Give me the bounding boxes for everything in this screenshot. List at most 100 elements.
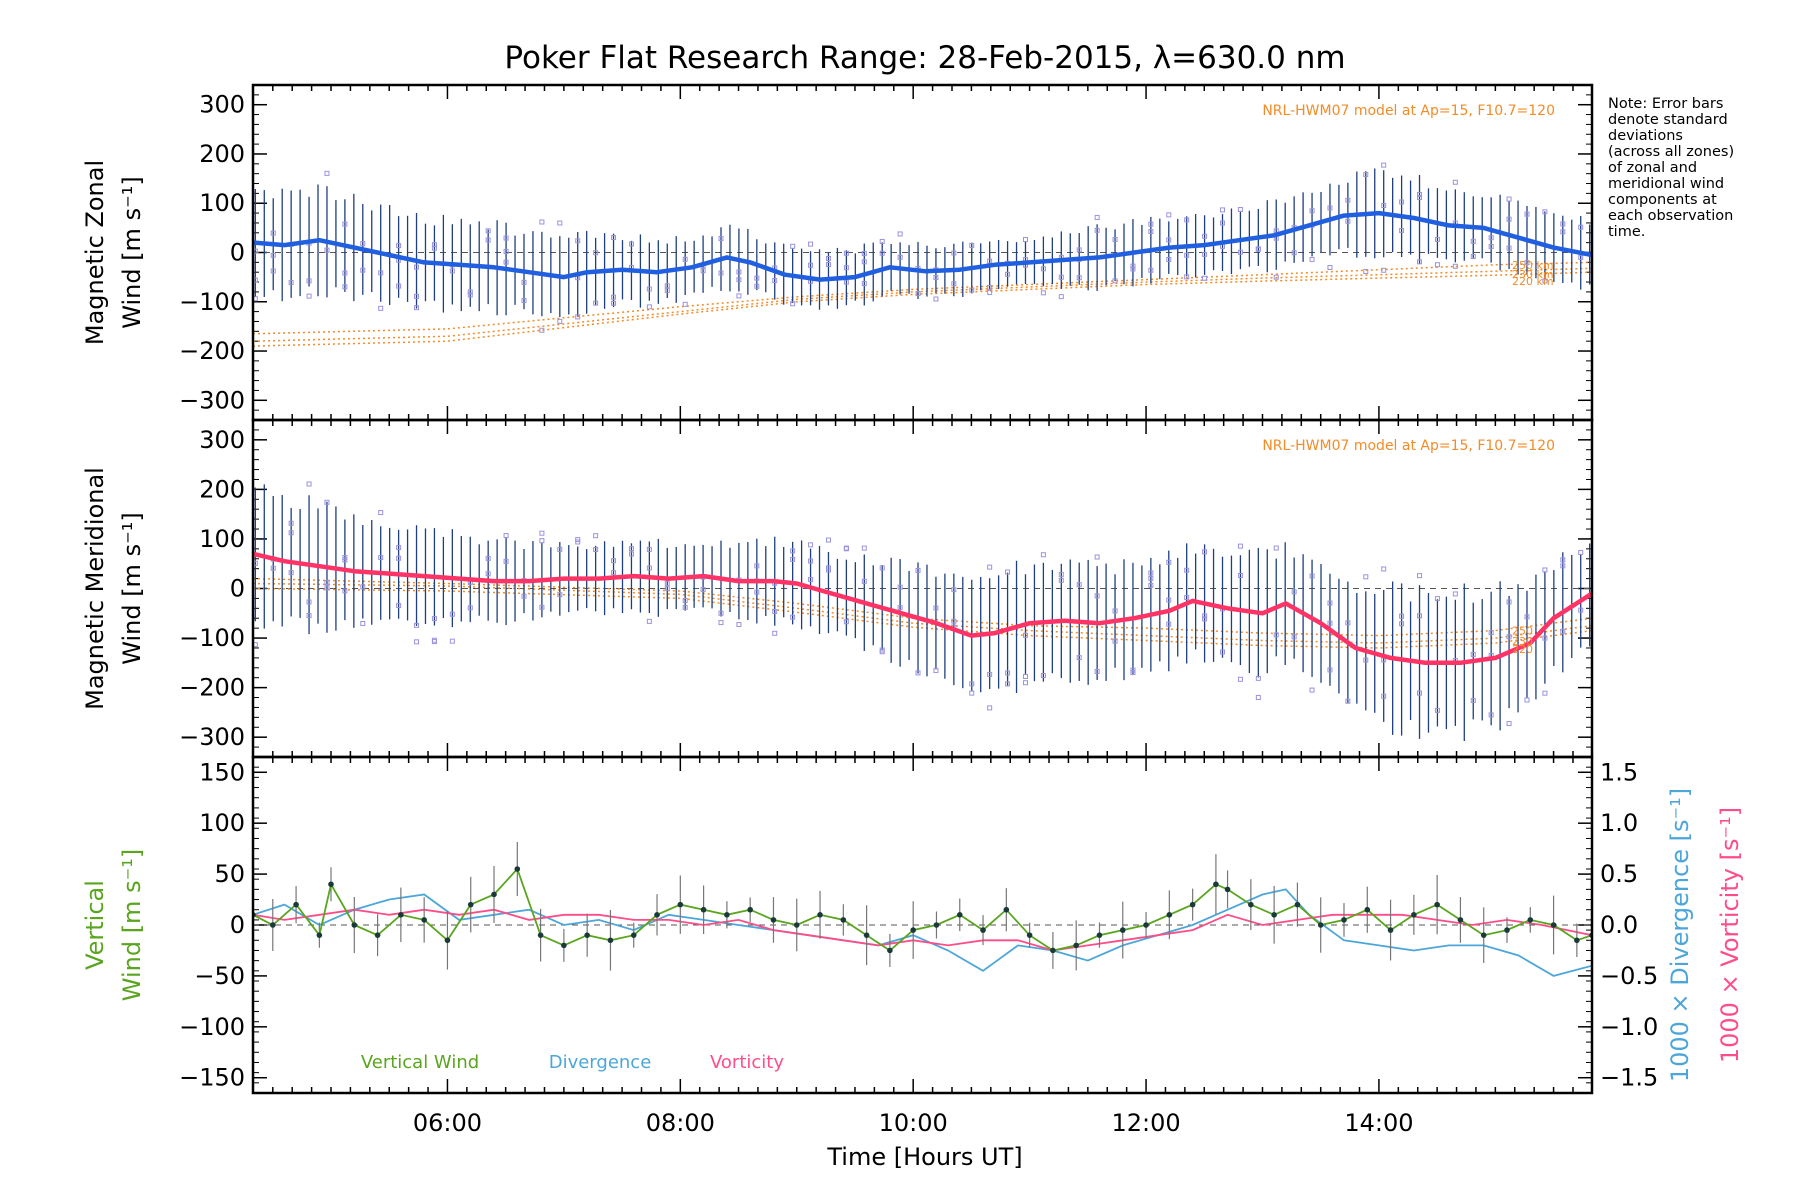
zone-marker [1220,649,1226,655]
zone-marker [754,275,760,281]
zone-marker [575,314,581,320]
vertical-wind-point [491,891,497,898]
zone-marker [557,592,563,598]
y-tick-label: −300 [179,723,245,751]
vertical-wind-point [1317,922,1324,928]
plot-area [253,841,1592,977]
zone-marker [1058,571,1064,577]
zone-marker [879,565,885,571]
y-axis-label-line2-part: Wind [m s⁻¹] [118,849,146,1001]
vertical-wind-point [770,917,777,923]
vertical-wind-point [1504,927,1510,933]
zone-marker [1112,608,1118,614]
zone-marker [1506,721,1512,727]
plot-area [253,162,1592,347]
vertical-wind-point [1248,901,1254,908]
zone-marker [1434,262,1440,268]
model-curve-220-km [253,271,1592,347]
zone-marker [1291,589,1297,595]
zone-marker [1040,673,1046,679]
note-line: time. [1608,224,1645,240]
legend-vertical-wind: Vertical Wind [361,1052,479,1073]
zone-marker [1452,263,1458,269]
y-axis-label-line1: Magnetic Meridional [81,467,109,710]
zone-marker [575,537,581,543]
zone-marker [557,220,563,226]
vertical-wind-point [293,901,299,908]
zone-marker [1040,266,1046,272]
vertical-wind-point [1294,901,1301,908]
zone-marker [306,599,312,605]
vertical-wind-point [1026,932,1033,938]
zone-marker [951,250,957,256]
zone-marker [503,558,509,564]
zone-marker [1184,567,1190,573]
zone-marker [897,231,903,237]
zone-marker [1524,260,1530,266]
zone-marker [951,587,957,593]
zone-marker [664,288,670,294]
zone-marker [1399,613,1405,619]
zone-marker [1040,290,1046,296]
zone-marker [1273,545,1279,551]
zone-marker [897,584,903,590]
zone-marker [611,300,617,306]
zone-marker [664,580,670,586]
zone-marker [825,262,831,268]
y-tick-label: 150 [199,758,245,786]
zone-marker [1381,693,1387,699]
y-axis-label-line1-part: Vertical [81,880,109,970]
model-alt-label: 220 km [1512,275,1554,288]
zone-marker [1506,634,1512,640]
zone-marker [1417,191,1423,197]
zone-marker [682,598,688,604]
zone-marker [1327,205,1333,211]
zone-marker [915,567,921,573]
zone-marker [1345,197,1351,203]
zone-marker [933,296,939,302]
zone-marker [1202,549,1208,555]
y-tick-label: −150 [179,1064,245,1092]
zone-marker [843,619,849,625]
zone-marker [1022,673,1028,679]
zone-marker [306,293,312,299]
vertical-wind-point [1119,927,1126,933]
zone-marker [593,300,599,306]
zone-marker [1434,236,1440,242]
zone-marker [288,520,294,526]
zone-marker [342,284,348,290]
y-axis-label-line2-part: Wind [m s⁻¹] [118,512,146,664]
zone-marker [342,588,348,594]
zone-marker [628,241,634,247]
zone-marker [449,268,455,274]
zone-marker [360,620,366,626]
zone-marker [396,283,402,289]
zone-marker [306,278,312,284]
y2-tick-label: −1.0 [1600,1013,1658,1041]
zone-marker [1094,554,1100,560]
zone-marker [1076,655,1082,661]
zone-marker [324,579,330,585]
zone-marker [1578,607,1584,613]
zone-marker [718,236,724,242]
vertical-wind-point [1457,917,1464,923]
vertical-wind-point [840,917,847,923]
zone-marker [1220,220,1226,226]
note-line: denote standard [1608,112,1728,128]
y-axis-label-line1: Vertical [81,880,109,970]
zone-marker [1022,632,1028,638]
zone-marker [1452,591,1458,597]
zone-marker [575,238,581,244]
zone-marker [270,565,276,571]
zone-marker [1363,657,1369,663]
zone-marker [539,604,545,610]
zone-marker [557,546,563,552]
zone-marker [1327,667,1333,673]
y2-axis-label-vorticity-part: 1000 × Vorticity [1716,860,1744,1063]
zone-marker [915,291,921,297]
zone-marker [754,283,760,289]
y-tick-label: −100 [179,288,245,316]
zone-marker [378,305,384,311]
model-alt-label: 230 km [1512,268,1554,281]
zone-marker [1417,690,1423,696]
